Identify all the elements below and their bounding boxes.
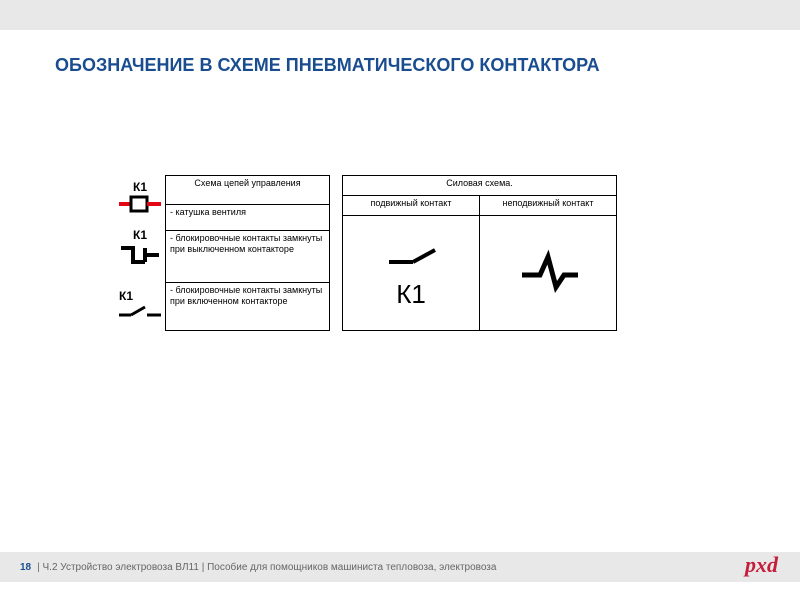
symbols-column: К1 К1 К1 bbox=[115, 175, 165, 331]
right-table-header: Силовая схема. bbox=[343, 176, 617, 196]
symbol-label-k1-2: К1 bbox=[133, 228, 147, 242]
page-title: ОБОЗНАЧЕНИЕ В СХЕМЕ ПНЕВМАТИЧЕСКОГО КОНТ… bbox=[0, 30, 800, 76]
control-circuit-table: Схема цепей управления - катушка вентиля… bbox=[165, 175, 330, 331]
content-area: К1 К1 К1 Схема цепей управления - bbox=[115, 175, 617, 331]
symbol-no-contact: К1 bbox=[115, 277, 165, 331]
symbol-nc-contact: К1 bbox=[115, 219, 165, 277]
footer-text: | Ч.2 Устройство электровоза ВЛ11 | Посо… bbox=[37, 562, 496, 573]
symbol-label-k1-3: К1 bbox=[119, 289, 133, 303]
top-bar bbox=[0, 0, 800, 30]
k1-big-label: К1 bbox=[347, 279, 475, 310]
fixed-contact-cell bbox=[480, 216, 617, 331]
left-table-header: Схема цепей управления bbox=[166, 176, 330, 205]
coil-icon bbox=[119, 194, 161, 214]
left-table-row-0: - катушка вентиля bbox=[166, 205, 330, 231]
page-number: 18 bbox=[20, 562, 31, 573]
symbol-label-k1: К1 bbox=[133, 180, 147, 194]
rzd-logo: pxd bbox=[745, 552, 778, 578]
footer-bar: 18 | Ч.2 Устройство электровоза ВЛ11 | П… bbox=[0, 552, 800, 582]
right-table-col2: неподвижный контакт bbox=[480, 196, 617, 216]
left-table-row-2: - блокировочные контакты замкнуты при вк… bbox=[166, 283, 330, 331]
fixed-contact-icon bbox=[508, 237, 588, 307]
left-table-row-1: - блокировочные контакты замкнуты при вы… bbox=[166, 231, 330, 283]
power-circuit-table: Силовая схема. подвижный контакт неподви… bbox=[342, 175, 617, 331]
nc-contact-icon bbox=[119, 242, 161, 268]
no-contact-icon bbox=[119, 303, 161, 319]
right-table-col1: подвижный контакт bbox=[343, 196, 480, 216]
movable-contact-cell: К1 bbox=[343, 216, 480, 331]
symbol-coil: К1 bbox=[115, 175, 165, 219]
